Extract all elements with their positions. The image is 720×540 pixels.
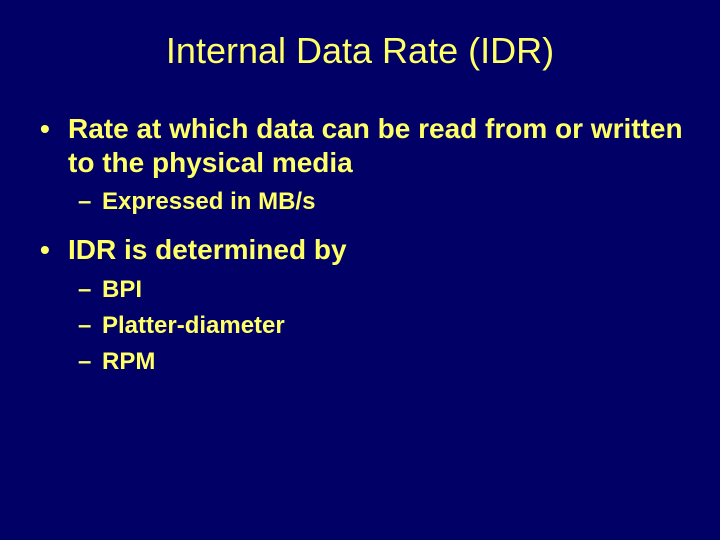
bullet-list: Rate at which data can be read from or w… bbox=[30, 112, 690, 377]
bullet-item: IDR is determined by bbox=[40, 233, 690, 267]
spacer bbox=[30, 223, 690, 233]
bullet-sub-item: Platter-diameter bbox=[78, 311, 690, 341]
slide-container: Internal Data Rate (IDR) Rate at which d… bbox=[0, 0, 720, 540]
bullet-sub-item: BPI bbox=[78, 275, 690, 305]
bullet-sub-item: RPM bbox=[78, 347, 690, 377]
bullet-item: Rate at which data can be read from or w… bbox=[40, 112, 690, 179]
slide-title: Internal Data Rate (IDR) bbox=[30, 30, 690, 72]
bullet-sub-item: Expressed in MB/s bbox=[78, 187, 690, 217]
